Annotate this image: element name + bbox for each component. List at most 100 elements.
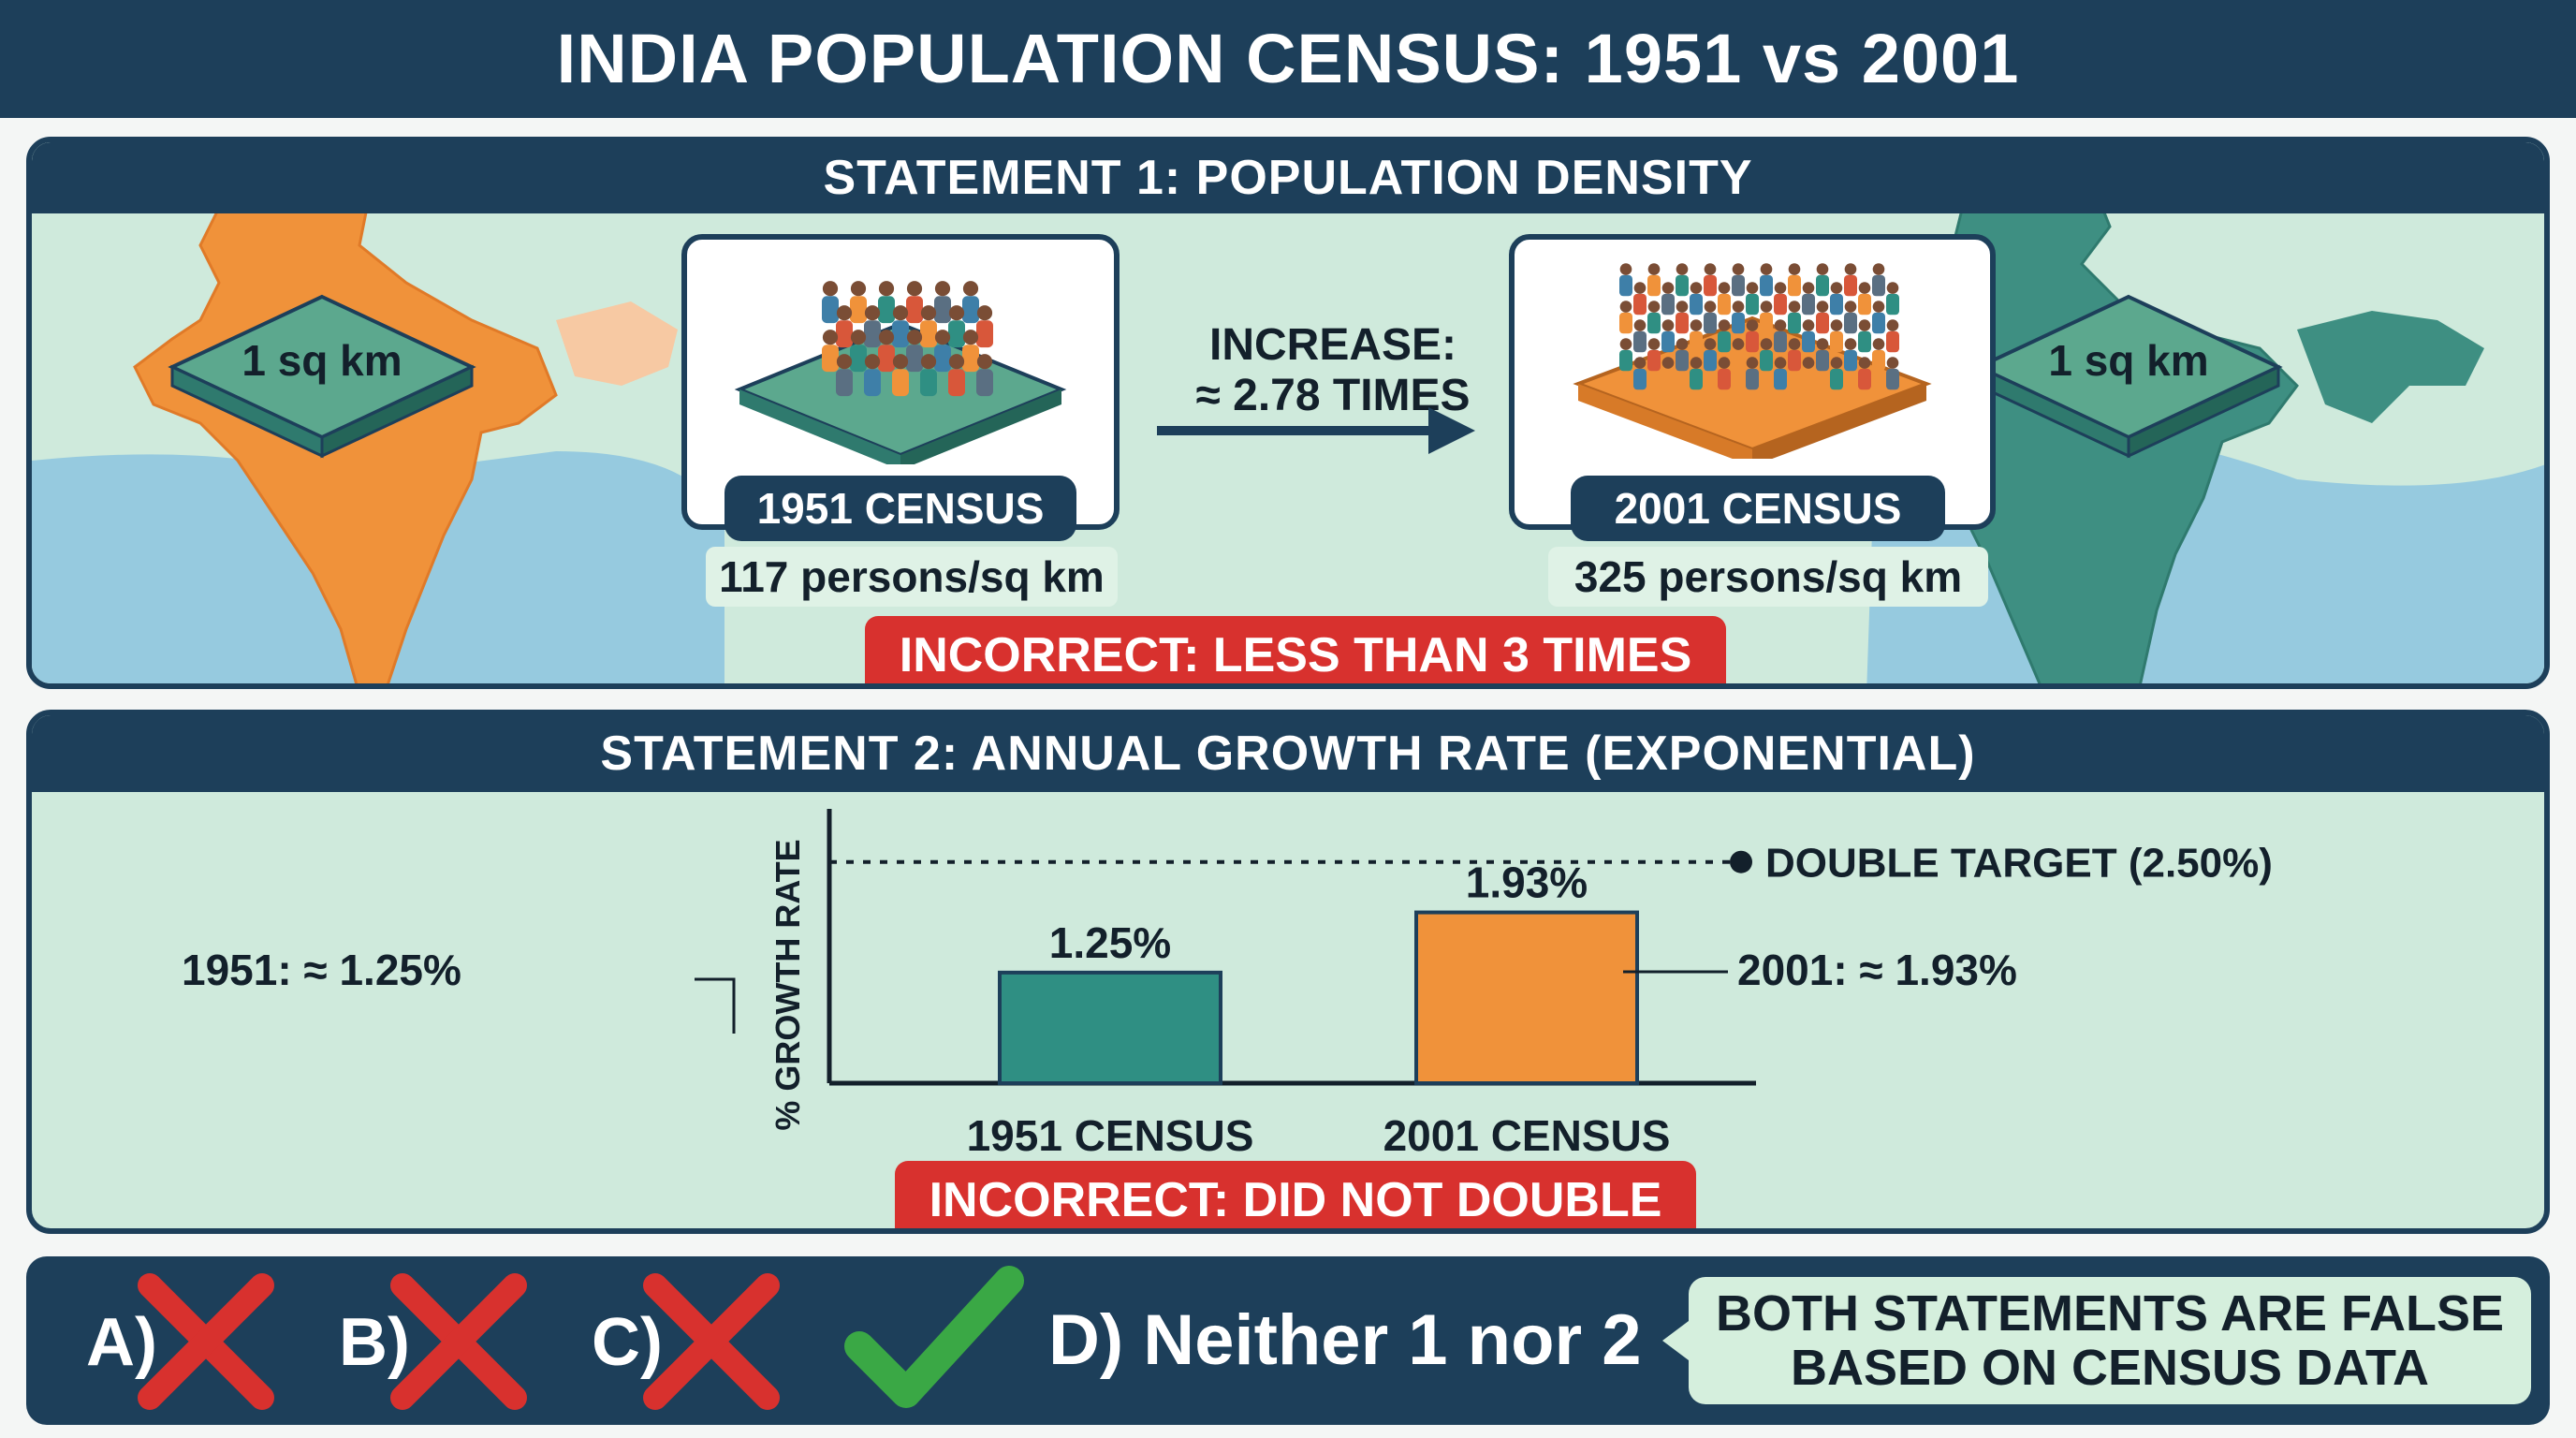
option-d[interactable]: D) Neither 1 nor 2 — [1048, 1303, 1641, 1378]
person-icon — [1661, 357, 1675, 390]
statement-2-header: STATEMENT 2: ANNUAL GROWTH RATE (EXPONEN… — [32, 715, 2544, 792]
increase-label: INCREASE: ≈ 2.78 TIMES — [1136, 320, 1530, 421]
person-icon — [1774, 319, 1787, 353]
bar-1 — [1414, 910, 1639, 1085]
category-label-0: 1951 CENSUS — [967, 1111, 1254, 1160]
person-icon — [836, 305, 853, 348]
person-icon — [1872, 301, 1885, 334]
person-icon — [1816, 338, 1829, 372]
bar-value-label-1: 1.93% — [1466, 858, 1588, 907]
person-icon — [1802, 319, 1815, 353]
statement-2-verdict-badge: INCORRECT: DID NOT DOUBLE — [895, 1161, 1696, 1228]
person-icon — [1858, 282, 1871, 315]
person-icon — [1760, 263, 1773, 297]
conclusion-callout: BOTH STATEMENTS ARE FALSE BASED ON CENSU… — [1689, 1277, 2531, 1404]
growth-rate-chart: % GROWTH RATE 1.25% 1951 CENSUS 1.93% 2001 … — [182, 809, 2273, 1160]
person-icon — [1858, 319, 1871, 353]
census-1951-card: 1951 CENSUS — [681, 234, 1120, 541]
person-icon — [878, 281, 895, 324]
person-icon — [1647, 263, 1661, 297]
person-icon — [948, 305, 965, 348]
person-icon — [1690, 319, 1703, 353]
person-icon — [1788, 338, 1801, 372]
person-icon — [864, 305, 881, 348]
person-icon — [1661, 282, 1675, 315]
increase-line1: INCREASE: — [1208, 320, 1457, 370]
sq-km-label-left: 1 sq km — [242, 336, 402, 385]
person-icon — [1886, 319, 1899, 353]
person-icon — [1816, 263, 1829, 297]
density-1951-value: 117 persons/sq km — [706, 547, 1118, 607]
person-icon — [1676, 263, 1689, 297]
double-target-label: DOUBLE TARGET (2.50%) — [1765, 841, 2273, 887]
sq-km-label-right: 1 sq km — [2048, 336, 2209, 385]
person-icon — [1788, 301, 1801, 334]
callout-line-2: BASED ON CENSUS DATA — [1790, 1340, 2430, 1396]
person-icon — [1746, 282, 1759, 315]
person-icon — [1619, 301, 1632, 334]
sq-km-tile-left — [168, 294, 476, 459]
person-icon — [864, 354, 881, 397]
person-icon — [822, 281, 839, 324]
option-a-cross-icon — [138, 1273, 274, 1410]
bar-0 — [998, 970, 1222, 1085]
option-c-cross-icon — [643, 1273, 780, 1410]
person-icon — [1830, 282, 1843, 315]
person-icon — [1802, 357, 1815, 390]
person-icon — [1746, 319, 1759, 353]
person-icon — [1647, 338, 1661, 372]
person-icon — [878, 330, 895, 373]
option-b-cross-icon — [390, 1273, 527, 1410]
person-icon — [1774, 357, 1787, 390]
option-b-label: B) — [339, 1305, 410, 1380]
census-1951-label: 1951 CENSUS — [724, 476, 1076, 541]
person-icon — [1886, 282, 1899, 315]
person-icon — [1647, 301, 1661, 334]
person-icon — [1704, 338, 1717, 372]
census-2001-card: 2001 CENSUS — [1509, 234, 1996, 541]
census-2001-label: 2001 CENSUS — [1571, 476, 1945, 541]
crowd-2001-icon — [1573, 263, 1932, 459]
option-d-check-icon — [844, 1266, 1024, 1408]
person-icon — [1704, 301, 1717, 334]
person-icon — [1760, 338, 1773, 372]
person-icon — [962, 330, 979, 373]
option-c-label: C) — [592, 1305, 663, 1380]
increase-arrow-icon — [1157, 407, 1475, 454]
double-target-marker — [1730, 850, 1752, 873]
person-icon — [1633, 357, 1647, 390]
callout-line-1: BOTH STATEMENTS ARE FALSE — [1715, 1285, 2504, 1342]
sq-km-tile-right — [1974, 294, 2283, 459]
option-b[interactable]: B) — [339, 1305, 410, 1380]
statement-1-header: STATEMENT 1: POPULATION DENSITY — [32, 142, 2544, 213]
northeast-map-left — [556, 301, 678, 386]
person-icon — [850, 330, 867, 373]
person-icon — [906, 330, 923, 373]
statement-1-panel: STATEMENT 1: POPULATION DENSITY 1 sq km … — [26, 137, 2550, 689]
person-icon — [934, 281, 951, 324]
person-icon — [1676, 338, 1689, 372]
person-icon — [836, 354, 853, 397]
increase-line2: ≈ 2.78 TIMES — [1195, 371, 1471, 420]
northeast-map-right — [2297, 311, 2484, 423]
person-icon — [1872, 338, 1885, 372]
person-icon — [1633, 319, 1647, 353]
option-a[interactable]: A) — [86, 1305, 157, 1380]
person-icon — [1802, 282, 1815, 315]
left-annotation-leader — [695, 977, 736, 1034]
person-icon — [906, 281, 923, 324]
person-icon — [920, 305, 937, 348]
person-icon — [1619, 338, 1632, 372]
person-icon — [1676, 301, 1689, 334]
option-c[interactable]: C) — [592, 1305, 663, 1380]
person-icon — [1718, 319, 1731, 353]
person-icon — [962, 281, 979, 324]
right-annotation: 2001: ≈ 1.93% — [1737, 946, 2017, 994]
person-icon — [1788, 263, 1801, 297]
person-icon — [1844, 263, 1857, 297]
category-label-1: 2001 CENSUS — [1383, 1111, 1671, 1160]
person-icon — [1746, 357, 1759, 390]
person-icon — [1690, 357, 1703, 390]
person-icon — [1718, 282, 1731, 315]
person-icon — [892, 354, 909, 397]
